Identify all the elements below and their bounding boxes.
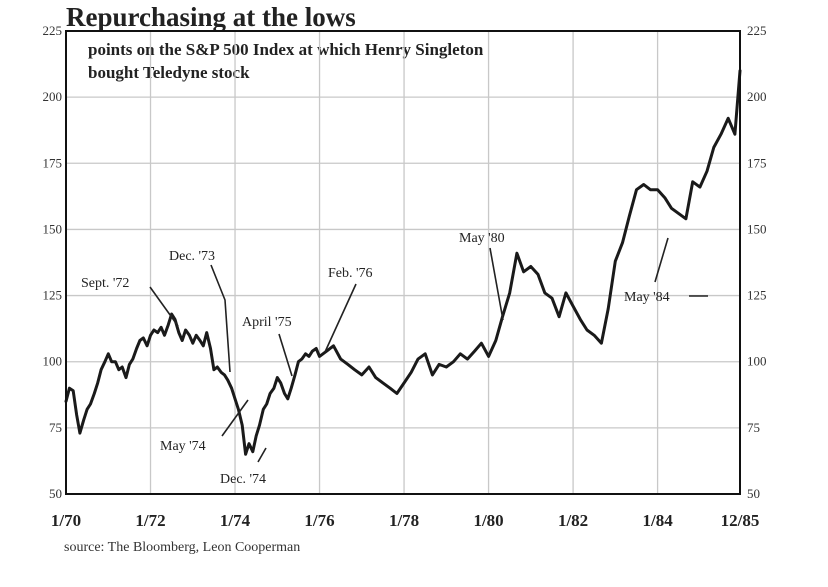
x-tick-label: 1/80: [473, 511, 503, 530]
x-tick-label: 1/70: [51, 511, 81, 530]
annotation-label: May '74: [160, 439, 206, 454]
y-tick-label-left: 225: [43, 23, 63, 38]
y-tick-label-right: 100: [747, 354, 767, 369]
annotation-label: May '84: [624, 290, 670, 305]
y-tick-label-left: 75: [49, 420, 62, 435]
annotation-label: Dec. '73: [169, 249, 215, 264]
annotation-leader: [221, 399, 249, 437]
y-tick-label-right: 50: [747, 486, 760, 501]
annotation-label: Sept. '72: [81, 276, 129, 291]
y-tick-label-right: 175: [747, 155, 767, 170]
y-tick-label-left: 175: [43, 155, 63, 170]
x-tick-label: 1/76: [304, 511, 334, 530]
y-tick-label-left: 200: [43, 89, 63, 104]
y-tick-label-left: 125: [43, 288, 63, 303]
annotation-label: Dec. '74: [220, 472, 266, 487]
y-tick-label-right: 200: [747, 89, 767, 104]
chart-source: source: The Bloomberg, Leon Cooperman: [64, 540, 300, 555]
series-layer: [64, 69, 742, 456]
annotation-leader: [257, 447, 267, 463]
annotations: Sept. '72 Dec. '73 May '74 Dec. '74 April '7…: [81, 231, 708, 487]
chart-subtitle-line-2: bought Teledyne stock: [88, 63, 250, 82]
y-tick-label-left: 50: [49, 486, 62, 501]
x-tick-label: 1/84: [642, 511, 673, 530]
chart-title: Repurchasing at the lows: [66, 2, 356, 32]
plot-frame: [65, 30, 741, 495]
x-tick-label: 1/74: [220, 511, 251, 530]
sp500-series-line: [64, 69, 742, 456]
y-tick-label-left: 150: [43, 221, 63, 236]
y-tick-label-left: 100: [43, 354, 63, 369]
x-tick-label: 12/85: [721, 511, 760, 530]
annotation-leader: [489, 247, 504, 321]
annotation-label: May '80: [459, 231, 505, 246]
annotation-leader: [278, 333, 293, 377]
annotation-leader: [149, 286, 179, 327]
y-tick-label-right: 150: [747, 221, 767, 236]
gridlines: [66, 31, 740, 494]
y-tick-label-right: 225: [747, 23, 767, 38]
annotation-leader: [324, 283, 357, 353]
annotation-leader: [654, 237, 669, 283]
axes: 1/70 1/72 1/74 1/76 1/78 1/80 1/82 1/84 12/85 50 5…: [43, 23, 767, 530]
y-tick-label-right: 125: [747, 288, 767, 303]
x-tick-label: 1/82: [558, 511, 588, 530]
annotation-leader: [210, 264, 231, 373]
annotation-label: April '75: [242, 315, 292, 330]
annotation-label: Feb. '76: [328, 266, 373, 281]
x-tick-label: 1/78: [389, 511, 419, 530]
x-tick-label: 1/72: [135, 511, 165, 530]
chart-subtitle-line-1: points on the S&P 500 Index at which Hen…: [88, 40, 484, 59]
y-tick-label-right: 75: [747, 420, 760, 435]
